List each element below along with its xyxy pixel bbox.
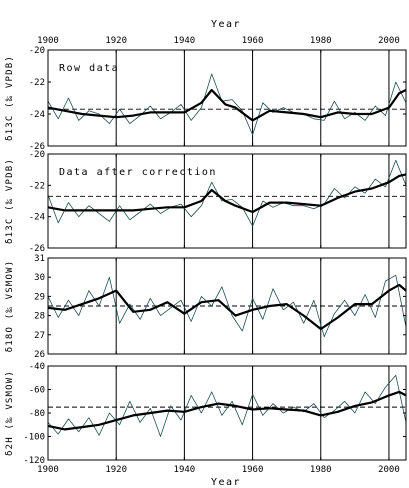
series-line-raw [47, 274, 407, 338]
y-tick-label: -20 [29, 150, 45, 160]
y-tick-label: -24 [29, 213, 45, 223]
y-axis-label: δ18O (‰ VSMOW) [5, 260, 15, 353]
x-tick-label-bottom: 2000 [378, 465, 400, 475]
y-tick-label: -40 [29, 362, 45, 372]
panel-frame [47, 49, 407, 147]
panel-annotation: Data after correction [59, 167, 217, 178]
y-tick-label: -20 [29, 46, 45, 56]
x-tick-label-top: 2000 [378, 36, 400, 46]
y-axis-label: δ13C (‰ VPDB) [5, 55, 15, 141]
x-tick-label-top: 1960 [242, 36, 264, 46]
frames-layer [47, 49, 407, 461]
series-line-raw [47, 159, 407, 227]
y-tick-label: -26 [29, 142, 45, 152]
y-tick-label: 26 [34, 350, 45, 360]
y-tick-label: 27 [34, 331, 45, 341]
y-axis-label: δ2H (‰ VSMOW) [5, 370, 15, 456]
y-tick-label: -60 [29, 386, 45, 396]
series-line-smoothed [47, 283, 407, 331]
x-tick-label-top: 1980 [310, 36, 332, 46]
x-axis-title-bottom: Year [211, 477, 241, 488]
series-line-smoothed [47, 88, 407, 122]
y-tick-label: -22 [29, 78, 45, 88]
x-tick-label-top: 1940 [174, 36, 196, 46]
text-layer: Year Year 1900 1900 1920 1920 1940 1940 1960 19… [5, 19, 400, 488]
x-tick-label-bottom: 1900 [37, 465, 59, 475]
y-axis-label: δ13C (‰ VPDB) [5, 158, 15, 244]
x-tick-label-top: 1920 [105, 36, 127, 46]
series-layer [47, 73, 407, 437]
y-tick-label: -80 [29, 409, 45, 419]
x-tick-label-bottom: 1940 [174, 465, 196, 475]
y-tick-label: -24 [29, 110, 45, 120]
y-tick-label: 31 [34, 254, 45, 264]
x-tick-label-bottom: 1980 [310, 465, 332, 475]
grid-layer [48, 50, 406, 460]
x-axis-title-top: Year [211, 19, 241, 30]
panel-frame [47, 365, 407, 461]
x-tick-label-bottom: 1920 [105, 465, 127, 475]
y-tick-label: -26 [29, 244, 45, 254]
y-tick-label: -120 [23, 456, 45, 466]
y-tick-label: -100 [23, 433, 45, 443]
panel-frame [47, 153, 407, 249]
y-tick-label: -22 [29, 181, 45, 191]
series-line-raw [47, 73, 407, 136]
panel-frame [47, 257, 407, 355]
x-tick-label-top: 1900 [37, 36, 59, 46]
series-line-raw [47, 374, 407, 437]
series-line-smoothed [47, 390, 407, 431]
panel-annotation: Row data [59, 63, 119, 74]
x-tick-label-bottom: 1960 [242, 465, 264, 475]
y-tick-label: 29 [34, 292, 45, 302]
y-tick-label: 30 [34, 273, 45, 283]
y-tick-label: 28 [34, 312, 45, 322]
series-line-smoothed [47, 173, 407, 214]
